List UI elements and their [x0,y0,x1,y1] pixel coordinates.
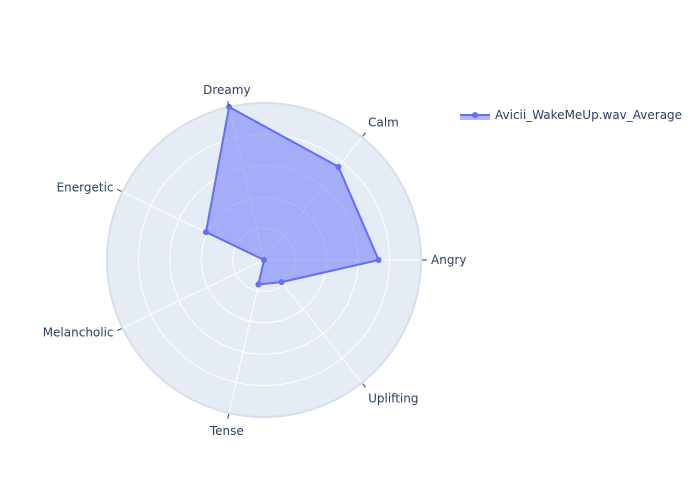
axis-label-calm: Calm [368,115,399,129]
angular-axis-labels: Angry Calm Dreamy Energetic Melancholic Tense… [43,83,467,438]
legend[interactable]: Avicii_WakeMeUp.wav_Average [460,108,682,122]
angular-tick [116,328,122,332]
angular-tick [227,100,230,107]
legend-entry-label: Avicii_WakeMeUp.wav_Average [495,108,682,122]
legend-swatch-marker [472,112,478,118]
data-point-melancholic[interactable] [261,257,267,263]
axis-label-uplifting: Uplifting [368,392,418,406]
axis-label-angry: Angry [431,253,466,267]
angular-tick [227,413,230,420]
angular-tick [116,188,122,192]
axis-label-melancholic: Melancholic [43,325,114,339]
data-point-tense[interactable] [255,281,262,288]
series-layer [203,103,382,288]
angular-tick [362,132,367,137]
data-point-energetic[interactable] [203,229,210,236]
series-area [204,105,381,286]
data-point-calm[interactable] [335,163,342,170]
data-point-dreamy[interactable] [226,103,233,110]
axis-label-dreamy: Dreamy [203,83,250,97]
grid-spoke [122,259,265,329]
angular-tick [362,383,367,388]
axis-label-tense: Tense [209,424,244,438]
data-point-angry[interactable] [375,257,382,263]
axis-label-energetic: Energetic [57,181,114,195]
data-point-uplifting[interactable] [278,279,285,286]
outer-ring [106,102,422,418]
